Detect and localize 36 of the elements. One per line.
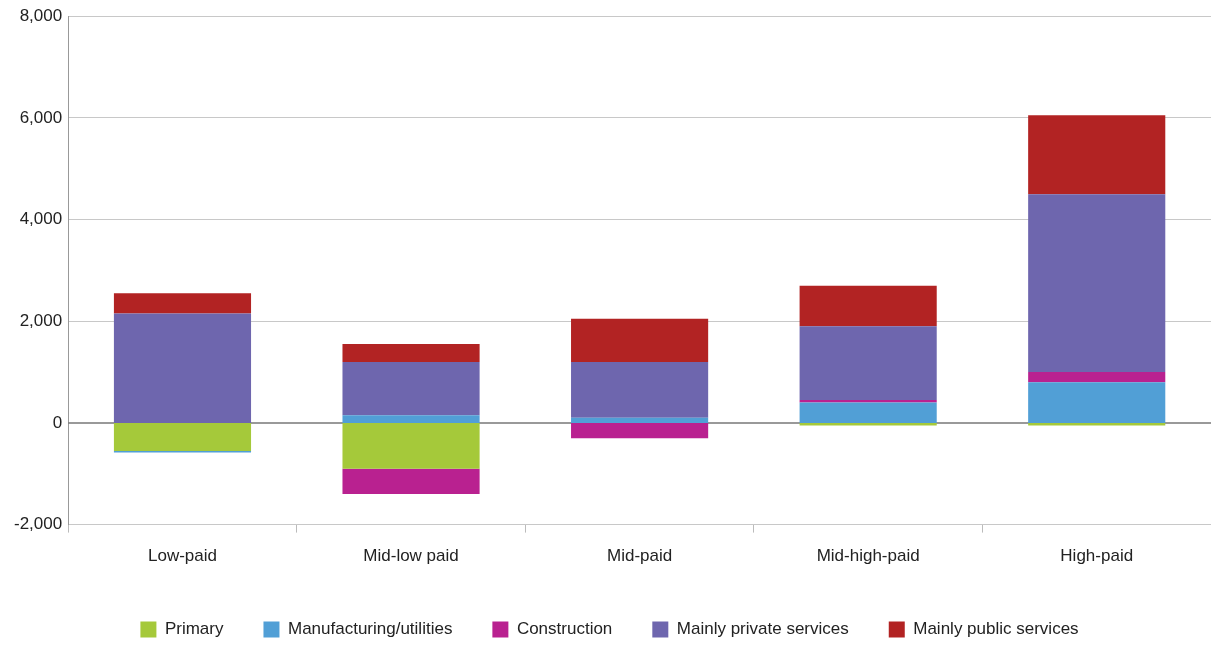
bar [571,361,709,418]
bar [113,293,252,314]
bar [342,344,480,362]
bar [113,422,252,451]
y-tick-label: -2,000 [14,514,63,534]
legend-label: Mainly public services [913,619,1079,639]
x-tick-label: High-paid [1060,546,1134,566]
x-tick-label: Mid-high-paid [816,546,920,566]
legend-label: Manufacturing/utilities [287,619,453,639]
bar [342,468,480,495]
y-tick-label: 2,000 [19,310,63,330]
legend-label: Mainly private services [676,619,849,639]
x-tick-label: Mid-low paid [363,546,459,566]
bar [1028,115,1166,195]
x-tick-label: Low-paid [147,546,217,566]
legend-label: Primary [164,619,224,639]
bar [342,361,480,416]
bar [571,422,709,439]
bar [799,402,937,423]
bar [342,422,480,469]
y-tick-label: 8,000 [19,5,63,25]
bar [1028,194,1166,373]
bar [799,326,937,401]
x-tick-label: Mid-paid [607,546,673,566]
bar [1028,382,1166,423]
legend-label: Construction [516,619,613,639]
y-tick-label: 4,000 [19,209,63,229]
bar [571,417,709,423]
bar [1028,372,1166,383]
bar [342,415,480,423]
bar [799,400,937,403]
y-tick-label: 0 [52,412,63,432]
bar [799,285,937,327]
y-tick-label: 6,000 [19,107,63,127]
bar [113,313,252,423]
bar [571,318,709,362]
